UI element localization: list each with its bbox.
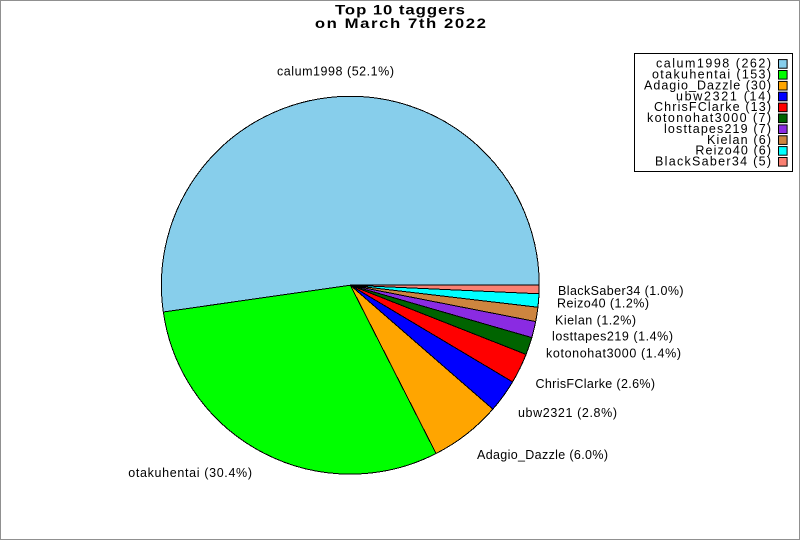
- svg-text:kotonohat3000 (7): kotonohat3000 (7): [647, 111, 771, 125]
- svg-text:calum1998 (52.1%): calum1998 (52.1%): [277, 64, 394, 78]
- svg-text:ChrisFClarke (13): ChrisFClarke (13): [654, 100, 771, 114]
- svg-text:Kielan (1.2%): Kielan (1.2%): [555, 313, 636, 327]
- svg-text:Adagio_Dazzle (6.0%): Adagio_Dazzle (6.0%): [477, 448, 608, 462]
- svg-text:Reizo40 (6): Reizo40 (6): [695, 144, 771, 158]
- svg-text:otakuhentai (153): otakuhentai (153): [652, 68, 771, 82]
- svg-text:losttapes219 (1.4%): losttapes219 (1.4%): [552, 330, 673, 344]
- svg-text:BlackSaber34 (5): BlackSaber34 (5): [655, 155, 771, 169]
- svg-text:Adagio_Dazzle (30): Adagio_Dazzle (30): [644, 79, 771, 93]
- svg-text:Reizo40 (1.2%): Reizo40 (1.2%): [557, 297, 649, 311]
- svg-text:Kielan (6): Kielan (6): [707, 133, 771, 147]
- svg-text:BlackSaber34 (1.0%): BlackSaber34 (1.0%): [558, 284, 684, 298]
- svg-text:calum1998 (262): calum1998 (262): [656, 57, 771, 71]
- svg-text:ChrisFClarke (2.6%): ChrisFClarke (2.6%): [536, 377, 656, 391]
- svg-text:losttapes219 (7): losttapes219 (7): [664, 122, 771, 136]
- svg-text:otakuhentai (30.4%): otakuhentai (30.4%): [128, 466, 252, 480]
- svg-text:ubw2321 (2.8%): ubw2321 (2.8%): [518, 406, 617, 420]
- svg-text:kotonohat3000 (1.4%): kotonohat3000 (1.4%): [546, 347, 681, 361]
- svg-text:ubw2321 (14): ubw2321 (14): [676, 89, 771, 103]
- svg-text:Top 10 taggers: Top 10 taggers: [335, 3, 465, 18]
